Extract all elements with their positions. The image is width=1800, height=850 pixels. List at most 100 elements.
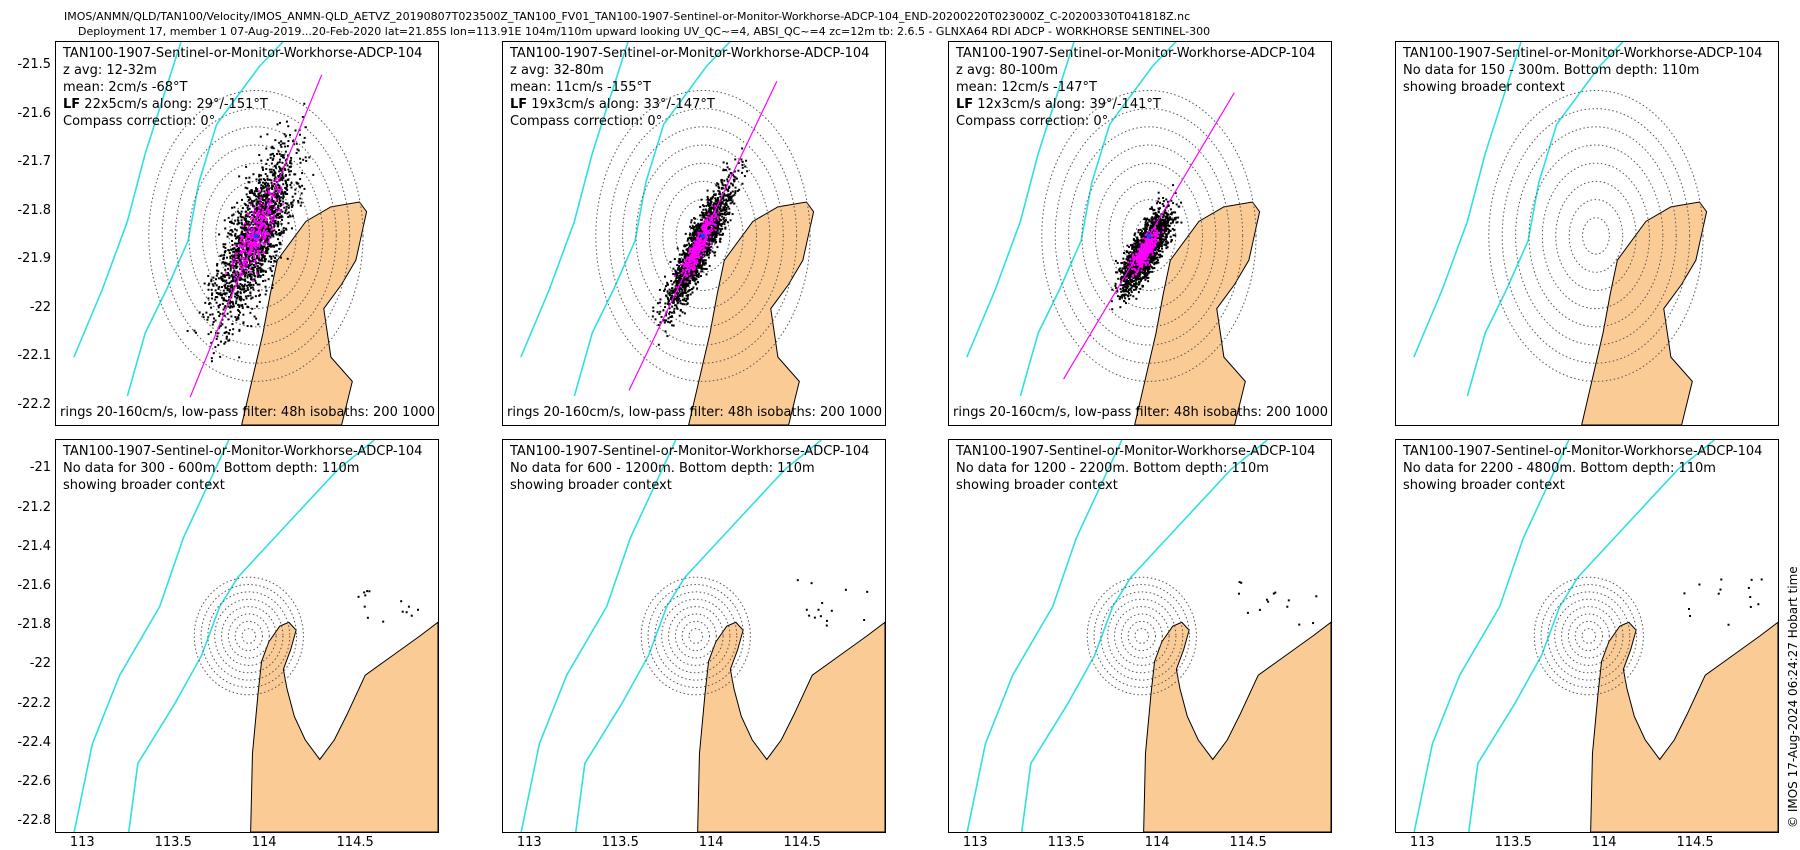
scatter-point — [683, 285, 686, 288]
lowpass-point — [694, 256, 697, 259]
scatter-point — [259, 275, 262, 278]
scatter-point — [1166, 200, 1169, 203]
scatter-point — [231, 206, 234, 209]
scatter-point — [269, 171, 272, 174]
scatter-point — [656, 311, 659, 314]
lowpass-point — [708, 232, 711, 235]
scatter-point — [229, 302, 232, 305]
scatter-point — [275, 254, 278, 257]
scatter-point — [277, 238, 280, 241]
scatter-point — [707, 248, 710, 251]
speed-ring — [1108, 180, 1190, 291]
scatter-point — [719, 212, 722, 215]
scatter-point — [726, 221, 729, 224]
scatter-point — [249, 261, 252, 264]
scatter-point — [1173, 229, 1176, 232]
scatter-point — [229, 269, 232, 272]
scatter-point — [248, 259, 251, 262]
scatter-point — [684, 255, 687, 258]
scatter-point — [210, 288, 213, 291]
scatter-point — [299, 197, 302, 200]
instrument-label: TAN100-1907-Sentinel-or-Monitor-Workhors… — [63, 46, 423, 61]
scatter-point — [246, 195, 249, 198]
lowpass-point — [268, 236, 271, 239]
scatter-point — [269, 221, 272, 224]
scatter-point — [240, 221, 243, 224]
scatter-point — [222, 256, 225, 259]
scatter-point — [727, 212, 730, 215]
scatter-point — [227, 288, 230, 291]
scatter-point — [268, 235, 271, 238]
scatter-point — [734, 158, 737, 161]
scatter-point — [214, 319, 217, 322]
scatter-point — [262, 220, 265, 223]
scatter-point — [237, 254, 240, 257]
scatter-point — [724, 213, 727, 216]
lowpass-point — [703, 223, 706, 226]
scatter-point — [246, 229, 249, 232]
scatter-point — [1124, 270, 1127, 273]
lowpass-point — [683, 263, 686, 266]
scatter-point — [277, 209, 280, 212]
scatter-point — [692, 234, 695, 237]
scatter-point — [270, 245, 273, 248]
scatter-point — [1135, 285, 1138, 288]
scatter-point — [1145, 219, 1148, 222]
scatter-point — [262, 227, 265, 230]
scatter-point — [278, 186, 281, 189]
scatter-point — [686, 248, 689, 251]
scatter-point — [686, 282, 689, 285]
scatter-point — [701, 204, 704, 207]
scatter-point — [273, 244, 276, 247]
scatter-point — [241, 307, 244, 310]
scatter-point — [239, 276, 242, 279]
scatter-point — [689, 232, 692, 235]
scatter-point — [235, 279, 238, 282]
scatter-point — [218, 285, 221, 288]
scatter-point — [228, 329, 231, 332]
scatter-point — [236, 275, 239, 278]
scatter-point — [234, 264, 237, 267]
scatter-point — [259, 274, 262, 277]
lowpass-point — [711, 220, 714, 223]
scatter-point — [717, 198, 720, 201]
lowpass-point — [691, 268, 694, 271]
scatter-point — [273, 179, 276, 182]
scatter-point — [268, 214, 271, 217]
scatter-point — [706, 198, 709, 201]
scatter-point — [220, 254, 223, 257]
scatter-point — [273, 154, 276, 157]
lowpass-point — [703, 242, 706, 245]
scatter-point — [718, 206, 721, 209]
lowpass-point — [709, 221, 712, 224]
scatter-point — [714, 203, 717, 206]
lowpass-point — [689, 247, 692, 250]
scatter-point — [251, 213, 254, 216]
scatter-point — [706, 249, 709, 252]
scatter-point — [266, 210, 269, 213]
scatter-point — [683, 245, 686, 248]
scatter-point — [268, 207, 271, 210]
lowpass-point — [713, 216, 716, 219]
scatter-point — [253, 194, 256, 197]
lowpass-point — [245, 237, 248, 240]
scatter-point — [682, 277, 685, 280]
scatter-point — [246, 187, 249, 190]
scatter-point — [711, 234, 714, 237]
scatter-point — [700, 266, 703, 269]
scatter-point — [252, 204, 255, 207]
scatter-point — [733, 180, 736, 183]
scatter-point — [239, 283, 242, 286]
scatter-point — [666, 290, 669, 293]
scatter-point — [278, 170, 281, 173]
scatter-point — [241, 230, 244, 233]
isobath-line-1 — [573, 42, 731, 397]
scatter-point — [299, 133, 302, 136]
scatter-point — [700, 253, 703, 256]
scatter-point — [272, 255, 275, 258]
scatter-point — [219, 313, 222, 316]
lowpass-point — [243, 242, 246, 245]
scatter-point — [266, 237, 269, 240]
scatter-point — [266, 178, 269, 181]
scatter-point — [243, 274, 246, 277]
